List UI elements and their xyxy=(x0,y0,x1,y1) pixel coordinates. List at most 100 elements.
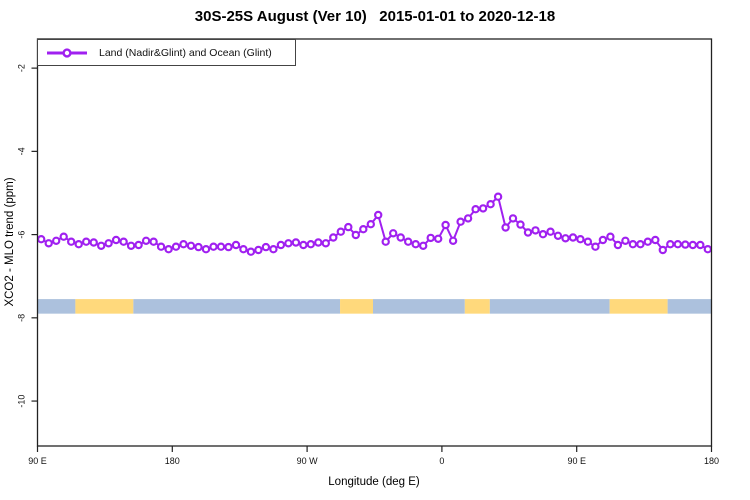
legend: Land (Nadir&Glint) and Ocean (Glint) xyxy=(37,39,296,66)
data-point xyxy=(329,233,338,242)
data-point xyxy=(643,237,653,246)
data-point xyxy=(396,233,405,242)
y-tick-label: -2 xyxy=(17,64,27,72)
data-point xyxy=(366,219,375,229)
data-point xyxy=(209,242,218,251)
data-point xyxy=(486,199,495,209)
y-tick-label: -8 xyxy=(17,314,27,322)
data-point xyxy=(703,244,713,254)
band-segment-ocean xyxy=(373,299,465,314)
x-tick-label: 90 E xyxy=(28,456,47,466)
data-point xyxy=(493,192,503,201)
data-point xyxy=(186,241,196,250)
data-point xyxy=(276,240,286,250)
data-point xyxy=(374,210,383,220)
data-point xyxy=(546,227,555,236)
plot-border xyxy=(36,38,713,447)
data-point xyxy=(583,237,593,246)
data-point xyxy=(606,232,615,241)
data-point xyxy=(66,237,76,246)
data-point xyxy=(44,239,53,248)
data-point xyxy=(688,240,698,250)
data-point xyxy=(389,229,398,238)
data-point xyxy=(576,234,585,244)
data-point xyxy=(269,244,278,254)
data-point xyxy=(306,239,315,249)
data-point xyxy=(171,242,181,251)
band-segment-land xyxy=(340,299,374,314)
data-point xyxy=(381,237,390,246)
chart-title: 30S-25S August (Ver 10) 2015-01-01 to 20… xyxy=(194,8,556,25)
data-point xyxy=(411,239,420,249)
data-point xyxy=(419,241,428,250)
data-point xyxy=(359,224,368,234)
band-segment-land xyxy=(75,299,134,314)
data-point xyxy=(81,237,91,246)
axes-layer: 90 E 180 90 W 0 90 E 180 -2 -4 -6 -8 -10 xyxy=(17,38,719,466)
data-point xyxy=(134,240,143,250)
data-point xyxy=(636,239,645,249)
data-point xyxy=(194,242,203,252)
data-point xyxy=(141,236,151,245)
data-point xyxy=(591,242,600,251)
series-layer xyxy=(37,192,713,256)
data-point xyxy=(164,244,173,254)
data-point xyxy=(291,238,301,247)
x-tick-label: 180 xyxy=(165,456,180,466)
y-axis-title: XCO2 - MLO trend (ppm) xyxy=(4,177,16,306)
legend-line-sample xyxy=(47,47,87,58)
band-segment-ocean xyxy=(37,299,76,314)
data-point xyxy=(651,235,660,245)
data-point xyxy=(426,233,435,243)
data-point xyxy=(613,240,623,250)
data-point xyxy=(336,227,345,236)
data-point xyxy=(658,245,668,255)
data-point xyxy=(149,237,158,246)
data-point xyxy=(434,234,443,243)
data-point xyxy=(231,240,241,250)
data-point xyxy=(501,223,510,232)
y-tick-label: -4 xyxy=(17,147,27,155)
data-point xyxy=(621,236,630,245)
data-point xyxy=(523,228,533,237)
data-point xyxy=(246,247,256,256)
data-point xyxy=(538,229,548,239)
data-point xyxy=(441,220,450,230)
data-point xyxy=(516,220,525,229)
data-point xyxy=(201,244,211,254)
x-tick-label: 90 W xyxy=(297,456,319,466)
data-point xyxy=(673,239,683,249)
data-point xyxy=(89,238,98,247)
data-point xyxy=(299,240,308,250)
data-point xyxy=(321,239,330,248)
x-tick-label: 0 xyxy=(439,456,444,466)
data-point xyxy=(104,239,113,248)
land-ocean-band xyxy=(37,299,712,314)
x-tick-label: 180 xyxy=(704,456,719,466)
data-point xyxy=(261,242,271,252)
data-point xyxy=(351,230,360,240)
band-segment-land xyxy=(464,299,490,314)
data-point xyxy=(456,217,465,226)
x-tick-label: 90 E xyxy=(567,456,586,466)
data-point xyxy=(448,236,458,245)
legend-marker-icon xyxy=(62,47,72,58)
x-axis-title: Longitude (deg E) xyxy=(328,476,420,488)
band-segment-ocean xyxy=(667,299,712,314)
data-point xyxy=(59,232,68,241)
y-tick-label: -10 xyxy=(17,395,27,408)
data-point xyxy=(179,239,188,249)
band-segment-land xyxy=(609,299,668,314)
data-point xyxy=(471,204,480,214)
data-point xyxy=(224,242,233,252)
data-point xyxy=(681,240,690,249)
data-point xyxy=(531,226,540,235)
data-point xyxy=(74,239,83,249)
data-point xyxy=(37,234,46,244)
band-segment-ocean xyxy=(489,299,610,314)
data-point xyxy=(628,239,638,249)
data-point xyxy=(126,241,136,250)
data-point xyxy=(696,240,705,250)
